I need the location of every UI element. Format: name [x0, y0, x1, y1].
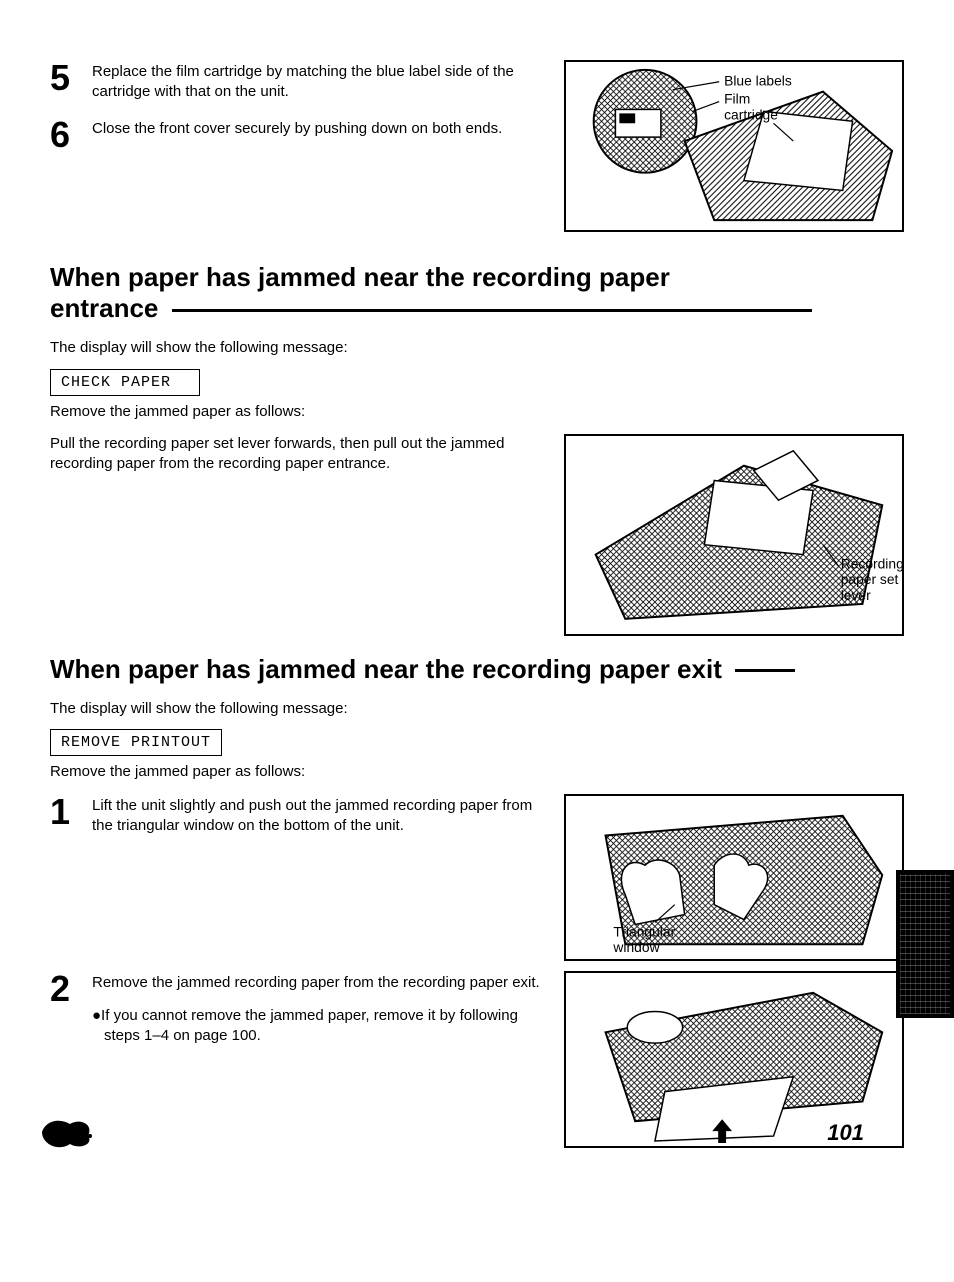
fig1-label-blue: Blue labels	[724, 73, 792, 89]
figure-1-container: Blue labels Film cartridge	[564, 60, 904, 232]
section2-follow: Remove the jammed paper as follows:	[50, 762, 904, 782]
figure-triangular-window: Triangular window	[564, 794, 904, 961]
step-number: 6	[50, 117, 78, 153]
step-text: Replace the film cartridge by matching t…	[92, 60, 544, 103]
fig2-label-3: lever	[841, 587, 871, 603]
heading-text-1: When paper has jammed near the recording…	[50, 262, 670, 292]
fig3-label-2: window	[612, 939, 660, 955]
figure-3-container: Triangular window	[564, 794, 904, 961]
step-number: 5	[50, 60, 78, 96]
step-1: 1 Lift the unit slightly and push out th…	[50, 794, 544, 837]
step-text: Lift the unit slightly and push out the …	[92, 794, 544, 837]
step-number: 1	[50, 794, 78, 830]
corner-mark	[40, 1114, 96, 1150]
step-text: Close the front cover securely by pushin…	[92, 117, 502, 139]
step-5: 5 Replace the film cartridge by matching…	[50, 60, 544, 103]
step-2: 2 Remove the jammed recording paper from…	[50, 971, 544, 1046]
figure-lever: Recording paper set lever	[564, 434, 904, 636]
top-steps: 5 Replace the film cartridge by matching…	[50, 60, 544, 232]
follow-text: Remove the jammed paper as follows:	[50, 402, 904, 422]
section1-body: Pull the recording paper set lever forwa…	[50, 434, 904, 636]
heading-rule-2	[735, 669, 795, 672]
lcd-check-paper: CHECK PAPER	[50, 369, 200, 396]
intro-text: The display will show the following mess…	[50, 338, 904, 358]
heading-entrance: When paper has jammed near the recording…	[50, 262, 904, 324]
heading-exit: When paper has jammed near the recording…	[50, 654, 904, 685]
heading-rule	[172, 309, 812, 312]
section1-instruction-col: Pull the recording paper set lever forwa…	[50, 434, 544, 636]
top-row: 5 Replace the film cartridge by matching…	[50, 60, 904, 232]
section2-row2: 2 Remove the jammed recording paper from…	[50, 971, 904, 1148]
step-number: 2	[50, 971, 78, 1007]
step-6: 6 Close the front cover securely by push…	[50, 117, 544, 153]
section2-step2-col: 2 Remove the jammed recording paper from…	[50, 971, 544, 1148]
page-number: 101	[827, 1120, 864, 1146]
section2-intro: The display will show the following mess…	[50, 699, 904, 719]
fig1-label-cart: cartridge	[724, 106, 778, 122]
fig2-label-1: Recording	[841, 555, 902, 571]
step2-note: ●If you cannot remove the jammed paper, …	[92, 1006, 544, 1047]
fig2-label-2: paper set	[841, 571, 899, 587]
figure-cartridge: Blue labels Film cartridge	[564, 60, 904, 232]
heading-text-2: entrance	[50, 293, 158, 323]
fig3-label-1: Triangular	[613, 924, 675, 940]
fig1-label-film: Film	[724, 91, 750, 107]
section1-instruction: Pull the recording paper set lever forwa…	[50, 434, 544, 475]
step-text: Remove the jammed recording paper from t…	[92, 971, 544, 993]
section2-row1: 1 Lift the unit slightly and push out th…	[50, 794, 904, 961]
figure-2-container: Recording paper set lever	[564, 434, 904, 636]
thumb-tab	[896, 870, 954, 1018]
heading-exit-text: When paper has jammed near the recording…	[50, 654, 722, 684]
lcd-remove-printout: REMOVE PRINTOUT	[50, 729, 222, 756]
section2-step1-col: 1 Lift the unit slightly and push out th…	[50, 794, 544, 961]
